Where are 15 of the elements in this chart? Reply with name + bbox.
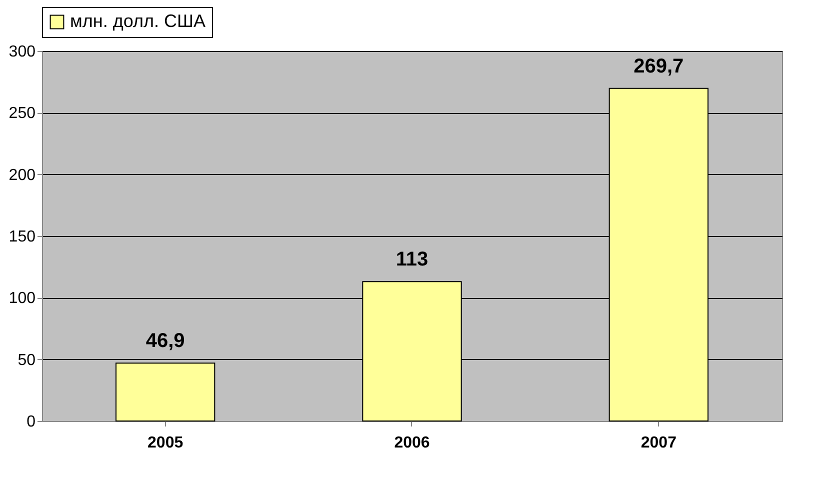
legend-label: млн. долл. США: [70, 11, 206, 31]
data-label: 113: [396, 248, 428, 271]
data-label: 269,7: [634, 55, 684, 78]
x-tick-label: 2006: [394, 434, 430, 452]
data-label: 46,9: [146, 330, 185, 352]
y-tick-label: 300: [8, 44, 36, 60]
y-tick-label: 200: [8, 166, 36, 184]
y-tick-label: 100: [8, 290, 36, 308]
y-tick-label: 150: [8, 228, 36, 246]
y-tick-label: 50: [18, 352, 36, 369]
y-tick-label: 0: [26, 414, 36, 430]
bar: [116, 362, 216, 422]
y-tick-label: 250: [8, 105, 36, 122]
x-tick-label: 2005: [148, 434, 184, 452]
x-tick-label: 2007: [640, 434, 677, 452]
